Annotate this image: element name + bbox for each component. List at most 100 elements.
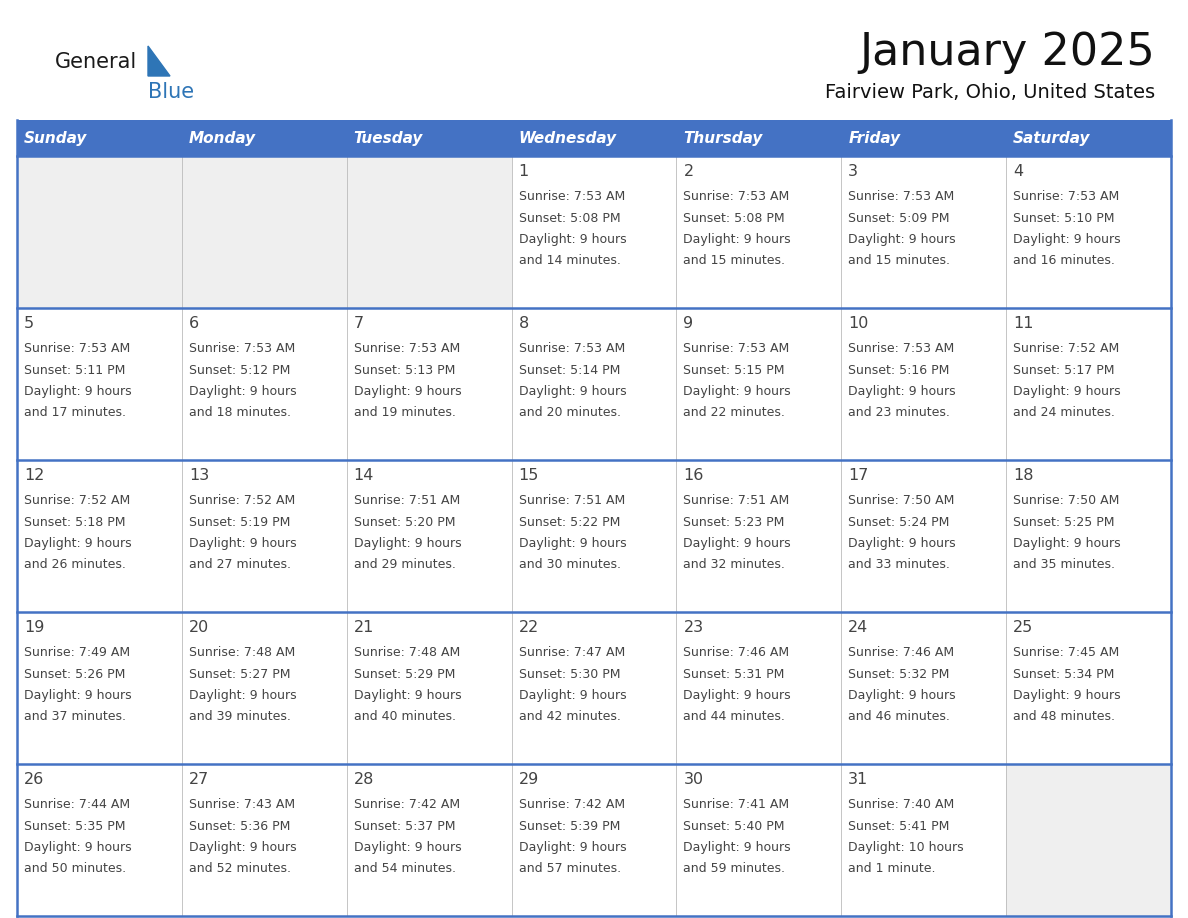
Text: Daylight: 9 hours: Daylight: 9 hours	[354, 689, 461, 702]
Bar	[182, 460, 347, 612]
Bar	[182, 764, 347, 916]
Text: and 42 minutes.: and 42 minutes.	[519, 710, 620, 722]
Bar	[841, 308, 1006, 460]
Text: and 57 minutes.: and 57 minutes.	[519, 861, 620, 875]
Text: Sunset: 5:39 PM: Sunset: 5:39 PM	[519, 820, 620, 833]
Text: 20: 20	[189, 621, 209, 635]
Bar	[1006, 764, 1171, 916]
Text: General: General	[55, 52, 138, 72]
Text: Sunrise: 7:46 AM: Sunrise: 7:46 AM	[848, 645, 954, 658]
Text: Sunset: 5:22 PM: Sunset: 5:22 PM	[519, 516, 620, 529]
Text: 12: 12	[24, 468, 44, 484]
Text: Sunset: 5:34 PM: Sunset: 5:34 PM	[1013, 667, 1114, 680]
Text: Sunset: 5:24 PM: Sunset: 5:24 PM	[848, 516, 949, 529]
Text: Daylight: 9 hours: Daylight: 9 hours	[683, 386, 791, 398]
Text: 27: 27	[189, 773, 209, 788]
Text: Daylight: 9 hours: Daylight: 9 hours	[683, 538, 791, 551]
Text: Daylight: 9 hours: Daylight: 9 hours	[24, 386, 132, 398]
Text: and 14 minutes.: and 14 minutes.	[519, 253, 620, 266]
Text: 19: 19	[24, 621, 44, 635]
Text: Sunrise: 7:51 AM: Sunrise: 7:51 AM	[354, 494, 460, 507]
Text: and 48 minutes.: and 48 minutes.	[1013, 710, 1116, 722]
Bar	[512, 156, 676, 308]
Text: Sunday: Sunday	[24, 130, 88, 145]
Text: Sunrise: 7:53 AM: Sunrise: 7:53 AM	[519, 189, 625, 203]
Text: Sunset: 5:15 PM: Sunset: 5:15 PM	[683, 364, 785, 376]
Bar	[182, 308, 347, 460]
Text: Sunrise: 7:50 AM: Sunrise: 7:50 AM	[1013, 494, 1119, 507]
Text: Daylight: 9 hours: Daylight: 9 hours	[189, 538, 297, 551]
Text: and 44 minutes.: and 44 minutes.	[683, 710, 785, 722]
Text: Sunrise: 7:53 AM: Sunrise: 7:53 AM	[1013, 189, 1119, 203]
Text: and 32 minutes.: and 32 minutes.	[683, 557, 785, 570]
Text: 2: 2	[683, 164, 694, 180]
Text: Daylight: 9 hours: Daylight: 9 hours	[189, 386, 297, 398]
Text: 3: 3	[848, 164, 858, 180]
Text: Sunset: 5:13 PM: Sunset: 5:13 PM	[354, 364, 455, 376]
Text: Sunrise: 7:48 AM: Sunrise: 7:48 AM	[189, 645, 295, 658]
Text: Daylight: 9 hours: Daylight: 9 hours	[24, 842, 132, 855]
Text: Sunrise: 7:53 AM: Sunrise: 7:53 AM	[354, 341, 460, 354]
Text: Sunset: 5:09 PM: Sunset: 5:09 PM	[848, 211, 949, 225]
Text: Daylight: 9 hours: Daylight: 9 hours	[848, 386, 956, 398]
Text: Saturday: Saturday	[1013, 130, 1091, 145]
Text: Sunrise: 7:51 AM: Sunrise: 7:51 AM	[683, 494, 790, 507]
Text: 11: 11	[1013, 317, 1034, 331]
Text: Daylight: 9 hours: Daylight: 9 hours	[848, 233, 956, 247]
Text: Sunrise: 7:43 AM: Sunrise: 7:43 AM	[189, 798, 295, 811]
Bar	[17, 764, 182, 916]
Text: Sunset: 5:37 PM: Sunset: 5:37 PM	[354, 820, 455, 833]
Text: Sunset: 5:26 PM: Sunset: 5:26 PM	[24, 667, 126, 680]
Text: 24: 24	[848, 621, 868, 635]
Text: Daylight: 9 hours: Daylight: 9 hours	[519, 689, 626, 702]
Text: and 50 minutes.: and 50 minutes.	[24, 861, 126, 875]
Text: Sunrise: 7:52 AM: Sunrise: 7:52 AM	[1013, 341, 1119, 354]
Text: Daylight: 9 hours: Daylight: 9 hours	[848, 538, 956, 551]
Text: Sunrise: 7:52 AM: Sunrise: 7:52 AM	[189, 494, 295, 507]
Text: Wednesday: Wednesday	[519, 130, 617, 145]
Text: and 59 minutes.: and 59 minutes.	[683, 861, 785, 875]
Bar	[1006, 120, 1171, 156]
Bar	[841, 156, 1006, 308]
Bar	[512, 460, 676, 612]
Text: 1: 1	[519, 164, 529, 180]
Bar	[676, 120, 841, 156]
Text: Sunset: 5:18 PM: Sunset: 5:18 PM	[24, 516, 126, 529]
Text: Sunset: 5:31 PM: Sunset: 5:31 PM	[683, 667, 785, 680]
Text: and 33 minutes.: and 33 minutes.	[848, 557, 950, 570]
Text: Sunset: 5:30 PM: Sunset: 5:30 PM	[519, 667, 620, 680]
Bar	[17, 156, 182, 308]
Text: 14: 14	[354, 468, 374, 484]
Text: Sunset: 5:40 PM: Sunset: 5:40 PM	[683, 820, 785, 833]
Text: Sunset: 5:35 PM: Sunset: 5:35 PM	[24, 820, 126, 833]
Text: 9: 9	[683, 317, 694, 331]
Bar	[347, 612, 512, 764]
Text: 30: 30	[683, 773, 703, 788]
Text: Daylight: 9 hours: Daylight: 9 hours	[848, 689, 956, 702]
Text: and 26 minutes.: and 26 minutes.	[24, 557, 126, 570]
Text: and 20 minutes.: and 20 minutes.	[519, 406, 620, 419]
Text: Daylight: 9 hours: Daylight: 9 hours	[24, 538, 132, 551]
Text: Sunrise: 7:53 AM: Sunrise: 7:53 AM	[848, 189, 954, 203]
Text: 17: 17	[848, 468, 868, 484]
Text: Daylight: 9 hours: Daylight: 9 hours	[683, 233, 791, 247]
Text: 29: 29	[519, 773, 539, 788]
Text: Daylight: 9 hours: Daylight: 9 hours	[1013, 689, 1120, 702]
Text: Sunset: 5:32 PM: Sunset: 5:32 PM	[848, 667, 949, 680]
Text: 16: 16	[683, 468, 703, 484]
Text: and 15 minutes.: and 15 minutes.	[683, 253, 785, 266]
Bar	[676, 308, 841, 460]
Text: Daylight: 9 hours: Daylight: 9 hours	[1013, 538, 1120, 551]
Text: Daylight: 9 hours: Daylight: 9 hours	[519, 538, 626, 551]
Text: and 35 minutes.: and 35 minutes.	[1013, 557, 1116, 570]
Text: 31: 31	[848, 773, 868, 788]
Text: and 52 minutes.: and 52 minutes.	[189, 861, 291, 875]
Text: Tuesday: Tuesday	[354, 130, 423, 145]
Text: Sunrise: 7:45 AM: Sunrise: 7:45 AM	[1013, 645, 1119, 658]
Text: 13: 13	[189, 468, 209, 484]
Text: Daylight: 9 hours: Daylight: 9 hours	[1013, 386, 1120, 398]
Text: and 1 minute.: and 1 minute.	[848, 861, 936, 875]
Text: 21: 21	[354, 621, 374, 635]
Text: and 22 minutes.: and 22 minutes.	[683, 406, 785, 419]
Text: and 54 minutes.: and 54 minutes.	[354, 861, 456, 875]
